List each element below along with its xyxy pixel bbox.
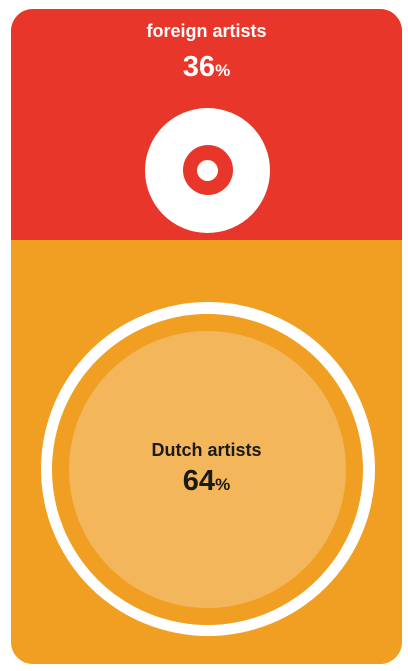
dutch-artists-unit: % — [215, 475, 231, 494]
dutch-artists-value: 64% — [11, 465, 402, 501]
dutch-artists-circle-core — [69, 330, 346, 608]
foreign-artists-panel: foreign artists 36% — [11, 9, 402, 240]
foreign-artists-circle-core — [197, 159, 218, 181]
foreign-artists-value: 36% — [11, 51, 402, 87]
dutch-artists-panel: Dutch artists 64% — [11, 240, 402, 664]
chart-card: foreign artists 36% Dutch artists 64% — [11, 9, 402, 664]
foreign-artists-unit: % — [215, 61, 231, 80]
dutch-artists-label: Dutch artists — [151, 440, 262, 460]
foreign-artists-label: foreign artists — [146, 21, 267, 41]
foreign-artists-number: 36 — [182, 51, 216, 83]
dutch-artists-number: 64 — [182, 465, 216, 497]
